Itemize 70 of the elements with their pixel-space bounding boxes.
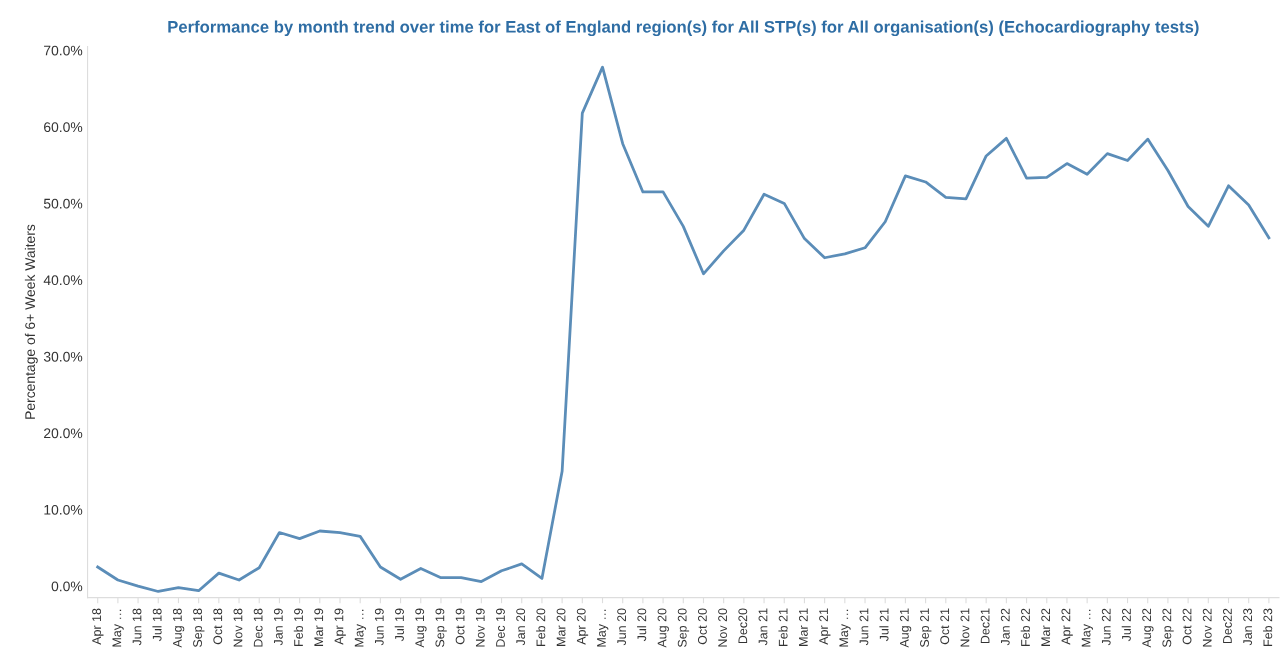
x-tick-label: Jun 22 [1101,608,1111,646]
x-tick-label: Sep 18 [193,608,205,648]
x-tick-label: Oct 20 [697,608,707,645]
x-tick-label: Aug 20 [657,608,669,648]
y-tick-label: 40.0% [43,275,83,286]
x-tick-label: Dec 18 [253,608,263,647]
x-tick-label: Sep 21 [920,608,932,648]
x-tick-label: Nov 19 [475,608,485,647]
x-tick-label: Nov 21 [960,608,970,647]
x-tick-label: Mar 20 [556,608,566,646]
y-tick-label: 70.0% [44,45,83,56]
x-tick-label: Aug 18 [172,608,185,648]
x-tick-label: Oct 22 [1182,608,1192,645]
x-tick-label: Mar 19 [314,608,324,646]
x-tick-label: Jun 21 [859,608,869,646]
x-tick-label: Dec22 [1223,608,1232,644]
x-tick-label: Jan 21 [758,608,768,646]
x-tick-label: Feb 23 [1263,608,1273,646]
line-series [96,65,1271,593]
x-tick-label: Jun 20 [617,608,627,646]
y-tick-label: 0.0% [51,581,83,592]
x-tick-label: May … [112,609,124,647]
x-tick-label: Oct 18 [213,608,223,645]
x-tick-label: Jan 20 [516,608,526,646]
x-tick-label: Apr 21 [819,608,831,645]
x-tick-label: Apr 18 [92,608,104,645]
x-tick-label: Sep 19 [435,608,447,648]
y-axis-title: Percentage of 6+ Week Waiters [24,224,38,419]
x-tick-label: Jul 21 [879,608,889,642]
x-tick-label: May … [354,609,367,647]
x-tick-label: Aug 21 [899,608,912,648]
x-tick-label: Jun 19 [374,608,384,646]
x-tick-label: Aug 19 [415,608,427,648]
x-tick-label: Apr 22 [1061,608,1073,645]
x-tick-label: Jul 22 [1121,608,1131,642]
x-tick-label: Nov 18 [233,608,243,647]
y-tick-label: 10.0% [44,504,83,515]
x-tick-label: Jul 19 [394,608,404,642]
x-tick-label: Oct 21 [940,608,950,645]
x-tick-label: Jun 18 [132,608,142,646]
x-tick-label: Jul 18 [152,608,162,642]
x-tick-label: Dec 19 [496,608,505,647]
x-tick-label: Dec20 [738,608,748,644]
x-tick-label: Feb 21 [778,608,788,646]
y-tick-label: 20.0% [44,428,83,439]
x-tick-label: Feb 22 [1020,608,1030,646]
x-tick-label: Apr 20 [576,608,589,645]
x-tick-label: May … [1081,609,1093,647]
y-tick-label: 60.0% [44,122,83,133]
y-tick-label: 50.0% [43,198,83,209]
x-tick-label: Jan 23 [1243,608,1253,646]
x-tick-label: Jan 22 [1000,608,1010,646]
x-tick-label: Nov 20 [718,608,728,647]
x-tick-label: Dec21 [980,608,990,644]
x-tick-label: Nov 22 [1202,608,1212,647]
x-tick-label: Jul 20 [637,608,647,642]
x-tick-label: Apr 19 [334,608,346,645]
x-tick-label: Mar 22 [1041,608,1051,646]
x-tick-label: Sep 20 [677,608,690,648]
x-tick-label: Feb 19 [293,608,303,646]
x-tick-label: Jan 19 [273,608,283,646]
x-tick-label: Sep 22 [1162,608,1174,648]
x-tick-label: Aug 22 [1142,608,1154,648]
x-tick-label: Feb 20 [536,608,546,646]
x-tick-label: May … [839,609,851,647]
x-tick-label: Oct 19 [455,608,465,645]
y-tick-label: 30.0% [43,351,83,362]
x-tick-label: Mar 21 [798,608,808,646]
x-tick-label: May … [597,609,609,647]
chart-title: Performance by month trend over time for East of England region(s) for All STP(s) for All organisation(s) (Echocardiography tests) [168,20,1199,37]
